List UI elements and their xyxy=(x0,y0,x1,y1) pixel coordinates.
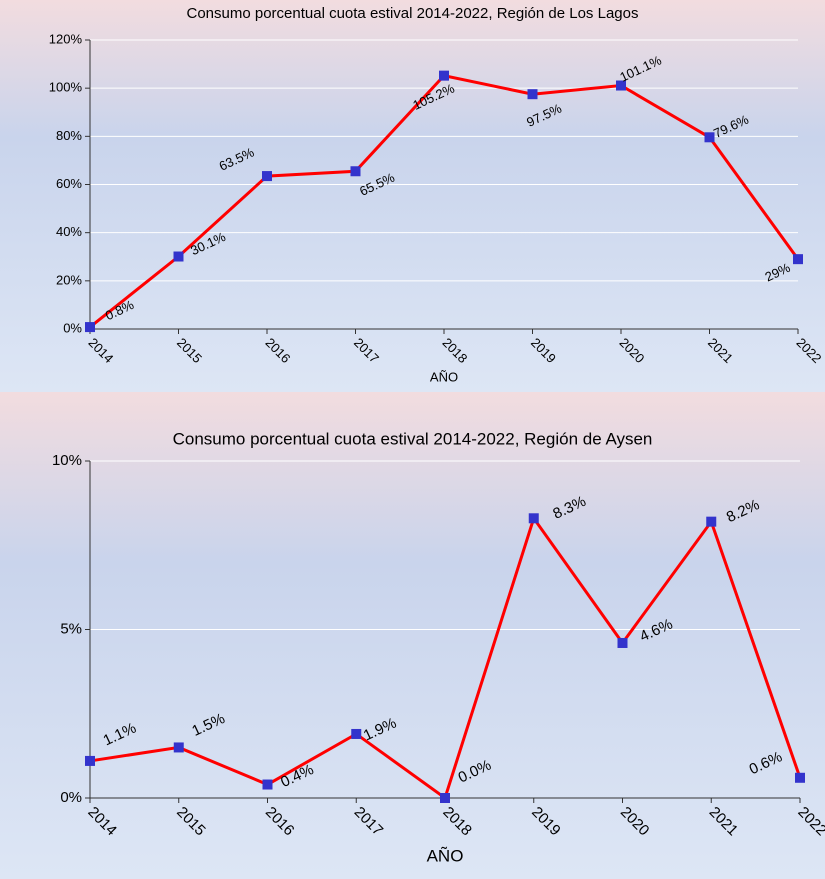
background xyxy=(0,392,825,879)
y-tick-label: 120% xyxy=(49,31,83,46)
marker xyxy=(262,171,272,182)
background xyxy=(0,0,825,392)
marker xyxy=(173,742,184,753)
marker xyxy=(795,772,805,783)
chart-title: Consumo porcentual cuota estival 2014-20… xyxy=(187,5,639,22)
marker xyxy=(527,89,538,100)
x-axis-label: AÑO xyxy=(427,846,464,865)
y-tick-label: 0% xyxy=(63,320,82,335)
x-axis-label: AÑO xyxy=(430,369,458,384)
marker xyxy=(173,251,184,262)
marker xyxy=(85,322,95,333)
y-tick-label: 80% xyxy=(56,128,82,143)
marker xyxy=(706,516,717,527)
marker xyxy=(350,166,361,177)
marker xyxy=(440,793,450,803)
marker xyxy=(617,637,628,648)
y-tick-label: 10% xyxy=(52,452,82,469)
marker xyxy=(616,80,626,91)
chart-title: Consumo porcentual cuota estival 2014-20… xyxy=(173,429,653,448)
y-tick-label: 60% xyxy=(56,176,82,191)
y-tick-label: 0% xyxy=(60,789,82,806)
marker xyxy=(85,755,95,766)
marker xyxy=(793,254,803,265)
marker xyxy=(704,132,715,143)
y-tick-label: 40% xyxy=(56,224,82,239)
y-tick-label: 5% xyxy=(60,620,82,637)
chart: Consumo porcentual cuota estival 2014-20… xyxy=(0,0,825,392)
marker xyxy=(262,779,273,790)
marker xyxy=(528,513,539,524)
chart: Consumo porcentual cuota estival 2014-20… xyxy=(0,392,825,879)
y-tick-label: 100% xyxy=(49,80,83,95)
marker xyxy=(439,70,449,81)
marker xyxy=(351,728,362,739)
y-tick-label: 20% xyxy=(56,272,82,287)
